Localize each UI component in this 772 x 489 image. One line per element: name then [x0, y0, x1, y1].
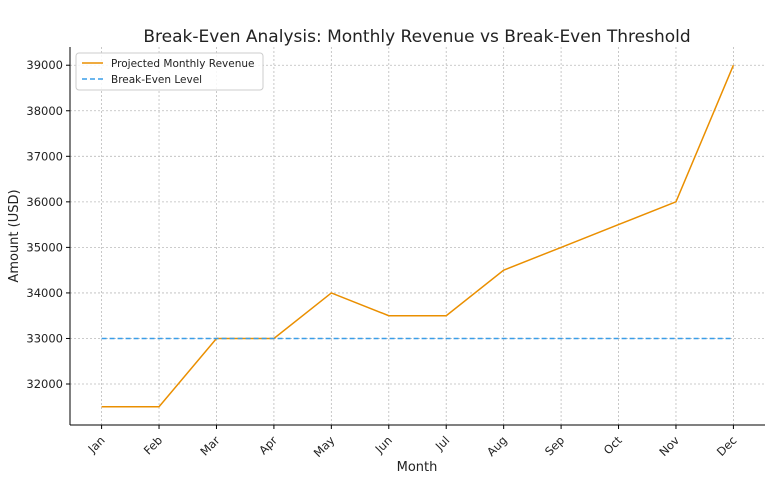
y-tick-label: 35000	[26, 240, 63, 254]
chart-title: Break-Even Analysis: Monthly Revenue vs …	[143, 27, 690, 47]
grid	[70, 47, 765, 425]
x-tick-label: Sep	[542, 433, 567, 458]
x-tick-label: Jul	[432, 433, 452, 453]
x-tick-label: Feb	[141, 433, 165, 457]
x-axis-label: Month	[397, 460, 438, 475]
y-tick-label: 36000	[26, 195, 63, 209]
x-tick-label: Mar	[197, 433, 222, 458]
x-tick-label: Nov	[656, 433, 682, 459]
x-tick-label: Jun	[372, 433, 395, 456]
y-tick-label: 33000	[26, 331, 63, 345]
y-tick-label: 39000	[26, 58, 63, 72]
y-tick-label: 34000	[26, 286, 63, 300]
y-tick-label: 32000	[26, 377, 63, 391]
x-tick-label: Oct	[601, 433, 625, 457]
legend: Projected Monthly Revenue Break-Even Lev…	[76, 53, 263, 90]
revenue-line	[102, 65, 734, 407]
x-tick-label: Dec	[714, 433, 740, 459]
x-tick-label: Jan	[85, 433, 108, 456]
y-axis-label: Amount (USD)	[7, 189, 22, 282]
y-tick-label: 37000	[26, 149, 63, 163]
x-tick-label: Apr	[256, 433, 280, 457]
series-group	[102, 65, 734, 407]
legend-label-revenue: Projected Monthly Revenue	[111, 58, 255, 70]
y-tick-label: 38000	[26, 104, 63, 118]
x-tick-label: May	[311, 433, 338, 460]
legend-label-break-even: Break-Even Level	[111, 74, 202, 86]
x-tick-label: Aug	[484, 433, 510, 459]
ticks: Jan Feb Mar Apr May Jun Jul Aug Sep Oct Nov Dec 3200…	[26, 58, 739, 460]
